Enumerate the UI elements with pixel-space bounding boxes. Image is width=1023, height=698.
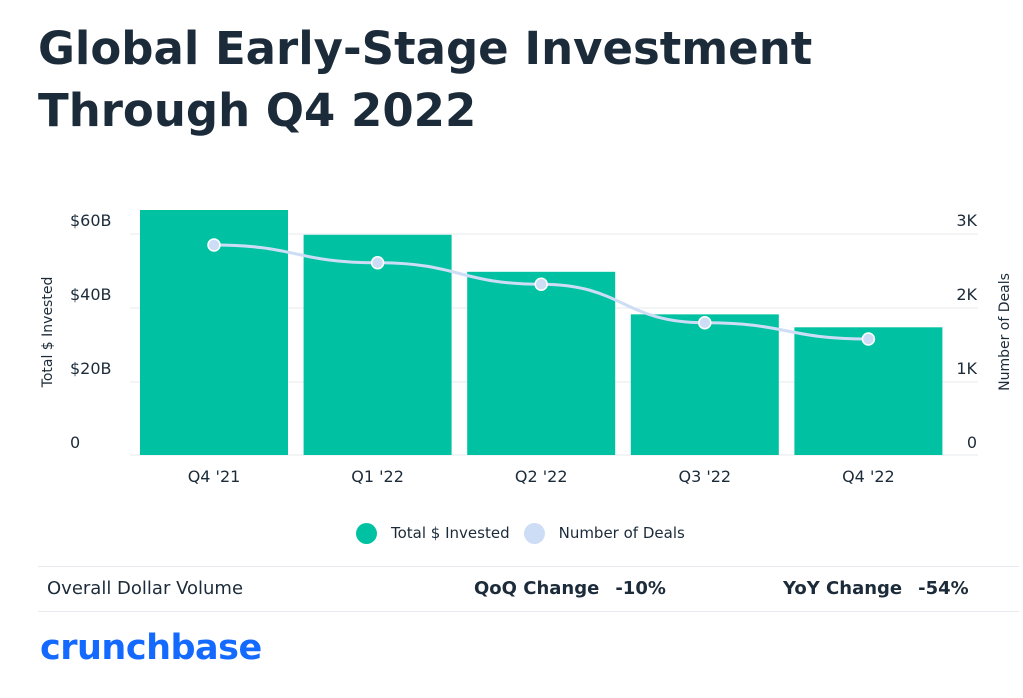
x-tick-label: Q4 '21	[188, 467, 241, 486]
y-right-tick-label: 2K	[956, 285, 977, 304]
deals-point-3	[698, 315, 712, 330]
yoy-value: -54%	[918, 578, 969, 599]
y-left-tick-label: 0	[70, 433, 80, 452]
deals-point-2	[534, 277, 548, 291]
yoy-label: YoY Change	[783, 578, 903, 599]
y-left-tick-label: $40B	[70, 285, 112, 304]
x-tick-label: Q3 '22	[678, 467, 731, 486]
x-tick-label: Q2 '22	[515, 467, 568, 486]
crunchbase-logo: crunchbase	[40, 628, 262, 668]
y-left-tick-label: $60B	[70, 211, 112, 230]
x-tick-label: Q1 '22	[351, 467, 404, 486]
legend-label-total-invested: Total $ Invested	[391, 524, 510, 542]
page-title: Global Early-Stage Investment Through Q4…	[38, 22, 813, 137]
y-left-tick-label: $20B	[70, 359, 112, 378]
bar-2	[467, 271, 616, 455]
summary-row: Overall Dollar Volume QoQ Change -10% YoY…	[38, 566, 1019, 612]
qoq-change: QoQ Change -10%	[474, 578, 666, 599]
chart: 0 $20B $40B $60B 0 1K 2K 3K Total $ Invested Numb…	[40, 210, 1013, 486]
bar-1	[303, 234, 452, 455]
y-left-axis-title: Total $ Invested	[40, 277, 56, 389]
legend-label-number-of-deals: Number of Deals	[558, 524, 685, 542]
deals-point-4	[861, 332, 876, 346]
legend-item-number-of-deals[interactable]: Number of Deals	[523, 522, 685, 544]
legend-dot-line-icon	[523, 522, 545, 544]
x-tick-label: Q4 '22	[842, 467, 895, 486]
y-right-axis-title: Number of Deals	[997, 273, 1013, 391]
summary-label: Overall Dollar Volume	[47, 578, 244, 599]
deals-point-1	[370, 256, 385, 270]
y-right-tick-label: 0	[967, 433, 977, 452]
bar-3	[630, 314, 779, 455]
chart-legend: Total $ Invested Number of Deals	[356, 521, 699, 545]
qoq-value: -10%	[615, 578, 666, 599]
y-right-tick-label: 3K	[956, 211, 977, 230]
legend-item-total-invested[interactable]: Total $ Invested	[356, 522, 510, 544]
bar-4	[794, 327, 943, 455]
legend-dot-bars-icon	[356, 522, 377, 544]
yoy-change: YoY Change -54%	[783, 578, 969, 599]
qoq-label: QoQ Change	[474, 578, 600, 599]
y-right-tick-label: 1K	[956, 359, 977, 378]
deals-point-0	[207, 238, 221, 252]
